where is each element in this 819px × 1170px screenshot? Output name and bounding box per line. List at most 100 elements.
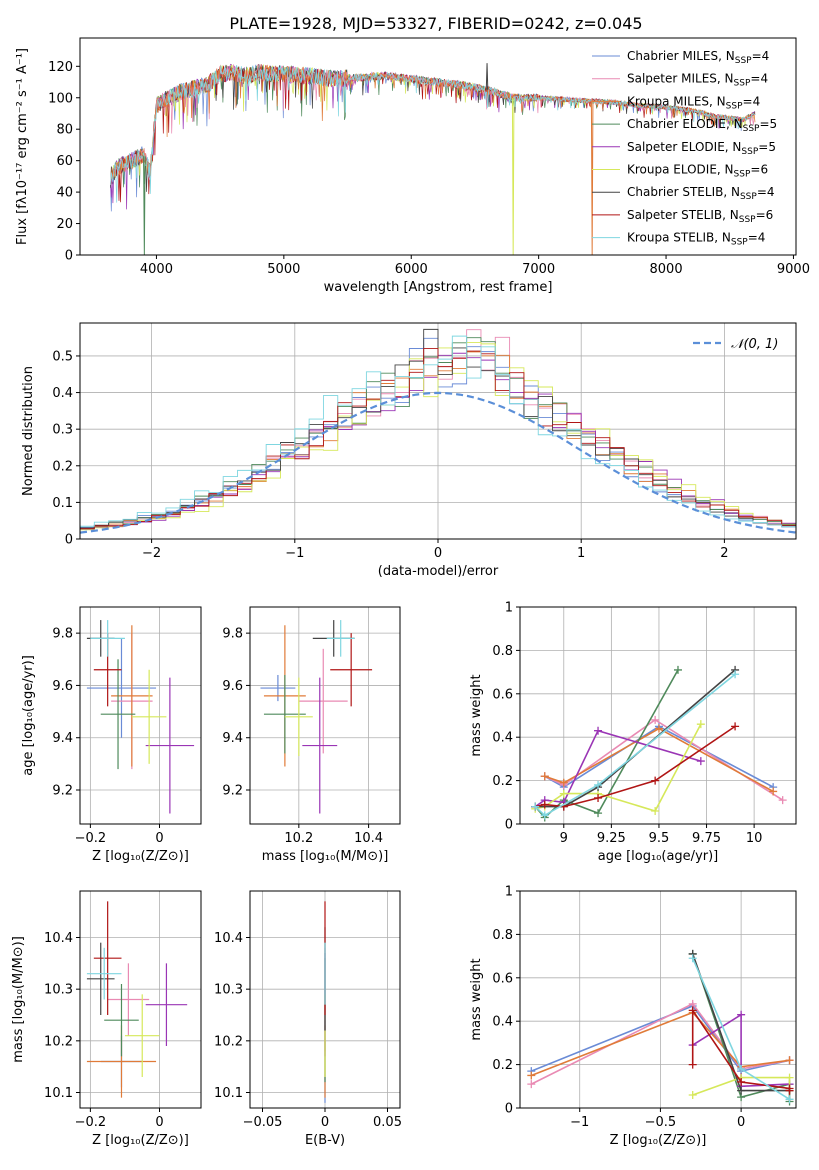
weight-line — [531, 1011, 790, 1077]
y-tick-label: 0 — [505, 1102, 513, 1117]
weight-marker — [696, 757, 705, 766]
spectrum-spike — [485, 63, 489, 90]
x-tick-label: 0 — [434, 546, 442, 561]
y-tick-label: 9.6 — [52, 679, 73, 694]
y-tick-label: 80 — [56, 123, 73, 138]
legend-label-sub: SSP — [726, 101, 743, 111]
y-tick-label: 40 — [56, 186, 73, 201]
axes-age_vs_Z: −0.2 0 9.2 9.4 9.6 9.8 Z [log₁₀(Z/Z⊙)] age [log… — [21, 606, 202, 864]
legend-label-text: Chabrier ELODIE, N — [627, 117, 743, 131]
x-tick-label: 8000 — [650, 262, 683, 277]
panel-residuals: −2 −1 0 1 2 0 0.1 0.2 0.3 0.4 0.5 (data-model)/erro… — [21, 322, 797, 579]
spectrum-spike — [143, 156, 146, 255]
legend-label-tail: =5 — [758, 140, 776, 154]
legend-label-tail: =4 — [750, 72, 768, 86]
plot-area-spectrum — [110, 63, 756, 255]
legend-label: Kroupa ELODIE, NSSP=6 — [627, 163, 768, 180]
panels: 4000 5000 6000 7000 8000 9000020406080100120w… — [11, 37, 810, 1148]
weight-marker — [688, 954, 697, 963]
x-axis-label: age [log₁₀(age/yr)] — [598, 849, 719, 864]
y-tick-label: 10.4 — [214, 931, 243, 946]
plot-area-residuals — [80, 328, 796, 534]
spectrum-spike — [590, 101, 594, 255]
x-tick-label: −0.5 — [645, 1115, 677, 1130]
x-tick-label: 9 — [560, 831, 568, 846]
panel-mass_vs_EBV: −0.05 0 0.05 10.1 10.2 10.3 10.4 E(B-V) — [214, 890, 402, 1148]
y-tick-label: 10.2 — [44, 1034, 73, 1049]
legend-label-tail: =4 — [757, 185, 775, 199]
weight-marker — [688, 1006, 697, 1015]
y-axis-label: age [log₁₀(age/yr)] — [21, 655, 36, 776]
x-tick-label: 7000 — [522, 262, 555, 277]
legend-label-sub: SSP — [743, 124, 760, 134]
weight-marker — [696, 720, 705, 729]
plot-frame — [249, 606, 401, 825]
plot-frame — [79, 37, 797, 256]
x-tick-label: 0 — [155, 831, 163, 846]
legend-label-text: Salpeter ELODIE, N — [627, 140, 741, 154]
plot-area-weight_vs_age — [531, 665, 787, 822]
y-tick-label: 120 — [48, 60, 73, 75]
x-tick-label: −0.2 — [75, 1115, 107, 1130]
y-tick-label: 0.8 — [492, 928, 513, 943]
y-tick-label: 9.4 — [222, 731, 243, 746]
legend-label-tail: =4 — [752, 49, 770, 63]
x-tick-label: 10 — [746, 831, 763, 846]
x-tick-label: 0 — [155, 1115, 163, 1130]
x-tick-label: 10.4 — [354, 831, 383, 846]
weight-marker — [737, 1010, 746, 1019]
legend-label-tail: =4 — [743, 94, 761, 108]
axes-mass_vs_Z: −0.2 0 10.1 10.2 10.3 10.4 Z [log₁₀(Z/Z⊙)] mass… — [11, 890, 202, 1148]
figure-title: PLATE=1928, MJD=53327, FIBERID=0242, z=0… — [229, 14, 642, 33]
x-tick-label: 9.25 — [597, 831, 626, 846]
y-tick-label: 1 — [505, 601, 513, 616]
legend-label-tail: =5 — [759, 117, 777, 131]
x-tick-label: 0 — [321, 1115, 329, 1130]
axes-residuals: −2 −1 0 1 2 0 0.1 0.2 0.3 0.4 0.5 (data-model)/erro… — [21, 322, 797, 579]
y-tick-label: 0.4 — [492, 1015, 513, 1030]
y-tick-label: 0.2 — [492, 1058, 513, 1073]
x-axis-label: Z [log₁₀(Z/Z⊙)] — [92, 849, 189, 864]
legend-label: Salpeter STELIB, NSSP=6 — [627, 208, 773, 225]
y-tick-label: 9.2 — [52, 784, 73, 799]
weight-marker — [527, 1080, 536, 1089]
x-tick-label: 2 — [720, 546, 728, 561]
y-tick-label: 0.4 — [52, 386, 73, 401]
plot-area-age_vs_Z — [86, 620, 195, 814]
weight-marker — [785, 1095, 794, 1104]
axes-weight_vs_Z: −1 −0.5 0 0 0.2 0.4 0.6 0.8 1 Z [log₁₀(Z/Z⊙)] mass… — [469, 885, 797, 1148]
weight-line — [544, 718, 784, 801]
x-tick-label: 0 — [737, 1115, 745, 1130]
legend-label: Chabrier ELODIE, NSSP=5 — [627, 117, 777, 134]
legend-label-text: Salpeter MILES, N — [627, 72, 734, 86]
panel-age_vs_Z: −0.2 0 9.2 9.4 9.6 9.8 Z [log₁₀(Z/Z⊙)] age [log… — [21, 606, 202, 864]
y-tick-label: 0.1 — [52, 496, 73, 511]
weight-marker — [737, 1086, 746, 1095]
weight-marker — [778, 796, 787, 805]
panel-age_vs_mass: 10.2 10.4 9.2 9.4 9.6 9.8 mass [log₁₀(M/M⊙)] — [222, 606, 401, 864]
grid-weight_vs_Z — [520, 890, 796, 1109]
legend-label-sub: SSP — [741, 147, 758, 157]
plot-area-mass_vs_Z — [86, 901, 188, 1098]
spectrum-line — [110, 64, 756, 186]
y-tick-label: 10.2 — [214, 1034, 243, 1049]
histogram-series — [80, 348, 796, 532]
panel-mass_vs_Z: −0.2 0 10.1 10.2 10.3 10.4 Z [log₁₀(Z/Z⊙)] mass… — [11, 890, 202, 1148]
y-tick-label: 0.2 — [52, 459, 73, 474]
legend-label-tail: =4 — [748, 231, 766, 245]
y-tick-label: 0.4 — [492, 731, 513, 746]
weight-marker — [673, 665, 682, 674]
weight-line — [535, 725, 736, 808]
weight-marker — [540, 811, 549, 820]
x-axis-label: Z [log₁₀(Z/Z⊙)] — [610, 1133, 707, 1148]
x-tick-label: 9000 — [777, 262, 810, 277]
weight-marker — [731, 670, 740, 679]
x-tick-label: 9.75 — [692, 831, 721, 846]
y-tick-label: 60 — [56, 154, 73, 169]
legend-label-sub: SSP — [740, 192, 757, 202]
y-axis-label: mass [log₁₀(M/M⊙)] — [11, 936, 26, 1063]
y-axis-label: Flux [fλ10⁻¹⁷ erg cm⁻² s⁻¹ A⁻¹] — [15, 48, 30, 245]
x-axis-label: mass [log₁₀(M/M⊙)] — [262, 849, 389, 864]
